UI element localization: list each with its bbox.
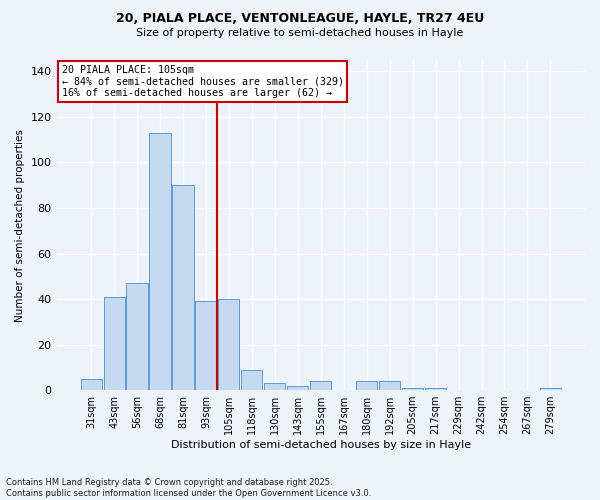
Bar: [104, 297, 125, 390]
Bar: [402, 388, 423, 390]
Bar: [310, 381, 331, 390]
Text: 20 PIALA PLACE: 105sqm
← 84% of semi-detached houses are smaller (329)
16% of se: 20 PIALA PLACE: 105sqm ← 84% of semi-det…: [62, 65, 344, 98]
Bar: [127, 283, 148, 390]
Text: Contains HM Land Registry data © Crown copyright and database right 2025.
Contai: Contains HM Land Registry data © Crown c…: [6, 478, 371, 498]
Bar: [264, 384, 286, 390]
Bar: [425, 388, 446, 390]
X-axis label: Distribution of semi-detached houses by size in Hayle: Distribution of semi-detached houses by …: [171, 440, 471, 450]
Bar: [287, 386, 308, 390]
Bar: [241, 370, 262, 390]
Text: 20, PIALA PLACE, VENTONLEAGUE, HAYLE, TR27 4EU: 20, PIALA PLACE, VENTONLEAGUE, HAYLE, TR…: [116, 12, 484, 26]
Bar: [379, 381, 400, 390]
Bar: [172, 186, 194, 390]
Bar: [356, 381, 377, 390]
Bar: [218, 299, 239, 390]
Bar: [80, 379, 101, 390]
Bar: [149, 133, 170, 390]
Bar: [540, 388, 561, 390]
Y-axis label: Number of semi-detached properties: Number of semi-detached properties: [15, 128, 25, 322]
Bar: [196, 302, 217, 390]
Text: Size of property relative to semi-detached houses in Hayle: Size of property relative to semi-detach…: [136, 28, 464, 38]
